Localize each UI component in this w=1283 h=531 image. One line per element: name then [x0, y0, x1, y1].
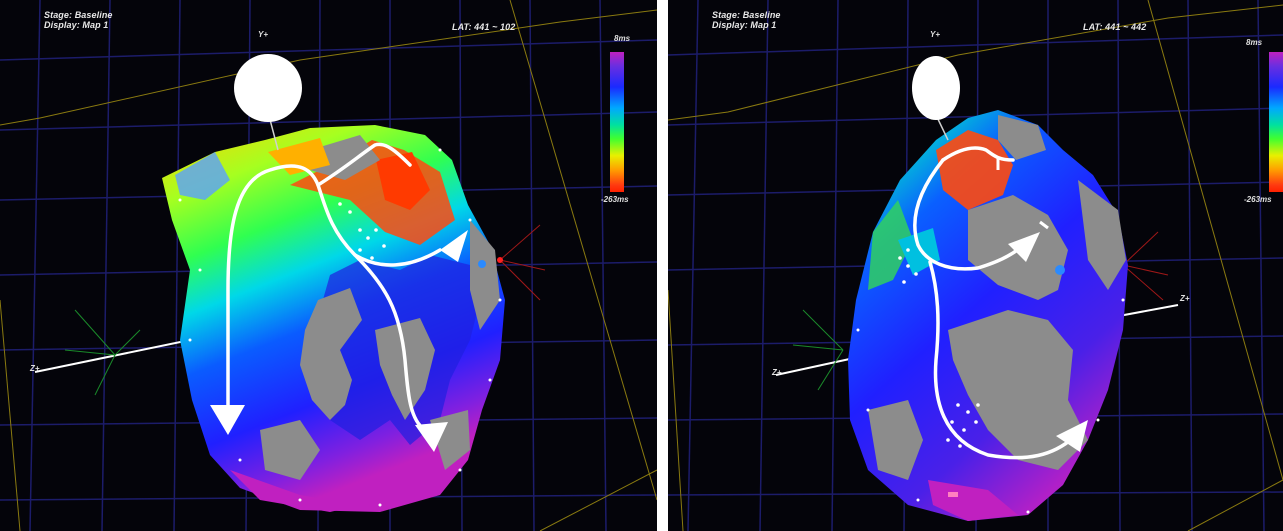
arrowheads: [1008, 232, 1088, 452]
display-text: Display: Map 1: [44, 20, 109, 30]
stage-label: Stage: Baseline Display: Map 1: [712, 10, 781, 30]
activation-arrows: [226, 142, 442, 432]
axis-triad: [34, 224, 546, 396]
stage-label: Stage: Baseline Display: Map 1: [44, 10, 113, 30]
color-scale-max: 8ms: [1246, 38, 1263, 47]
left-activation-map-panel: Stage: Baseline Display: Map 1 LAT: 441 …: [0, 0, 657, 531]
frame-lines: [0, 0, 657, 531]
activation-arrows: [913, 146, 1075, 460]
frame-lines: [668, 0, 1283, 531]
catheter-marker: [912, 56, 960, 141]
stage-text: Stage: Baseline: [712, 10, 781, 20]
arrowheads: [210, 230, 468, 452]
z-axis-label: Z+: [30, 364, 40, 373]
y-axis-label: Y+: [258, 30, 269, 39]
lat-range: LAT: 441 ~ 442: [1083, 22, 1147, 32]
z-axis-label-right: Z+: [1180, 294, 1190, 303]
left-atrium-mesh: [848, 110, 1128, 521]
display-text: Display: Map 1: [712, 20, 777, 30]
y-axis-label: Y+: [930, 30, 941, 39]
left-atrium-mesh: [162, 125, 505, 512]
right-activation-map-panel: Stage: Baseline Display: Map 1 LAT: 441 …: [668, 0, 1283, 531]
stage-text: Stage: Baseline: [44, 10, 113, 20]
color-scale-min: -263ms: [1244, 195, 1272, 204]
right-3d-map-view[interactable]: [668, 0, 1283, 531]
catheter-marker: [234, 54, 302, 151]
z-axis-label-left: Z+: [772, 368, 782, 377]
color-scale-bar: [1269, 52, 1283, 192]
left-3d-map-view[interactable]: [0, 0, 657, 531]
color-scale-min: -263ms: [601, 195, 629, 204]
color-scale-max: 8ms: [614, 34, 631, 43]
lat-range: LAT: 441 ~ 102: [452, 22, 516, 32]
color-scale-bar: [610, 52, 624, 192]
